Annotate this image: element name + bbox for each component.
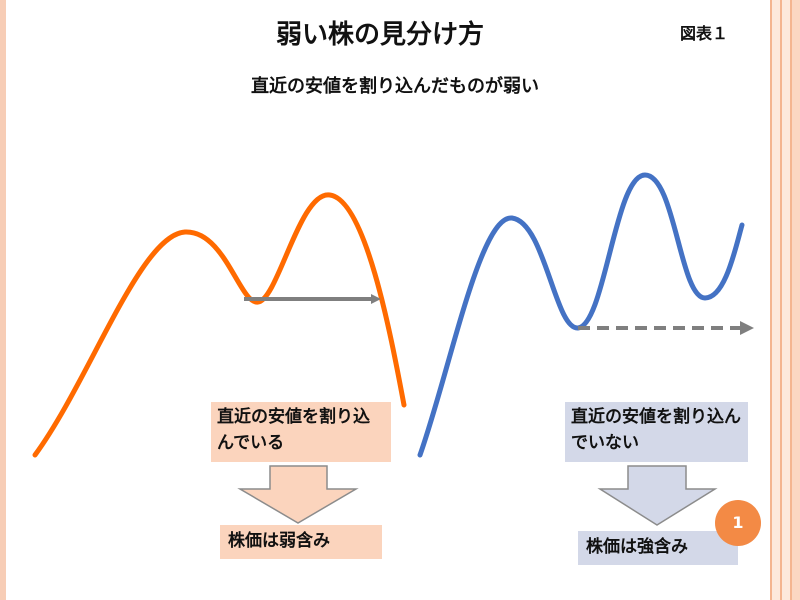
- weak-result-label: 株価は弱含み: [220, 525, 382, 559]
- strong-result-label: 株価は強含み: [578, 531, 738, 565]
- weak-down-arrow: [237, 465, 359, 524]
- strong-price-curve: [417, 172, 745, 458]
- page-number-badge: 1: [715, 500, 761, 546]
- strong-down-arrow: [597, 465, 718, 526]
- weak-price-curve: [32, 192, 407, 458]
- weak-condition-label: 直近の安値を割り込んでいる: [211, 402, 391, 462]
- right-frame-stripes: [766, 0, 800, 600]
- slide-subtitle: 直近の安値を割り込んだものが弱い: [251, 76, 539, 97]
- strong-condition-label: 直近の安値を割り込んでいない: [565, 402, 748, 462]
- slide-title: 弱い株の見分け方: [275, 20, 484, 50]
- left-frame-strip: [0, 0, 6, 600]
- strong-arrow-head: [740, 321, 754, 335]
- figure-label: 図表１: [680, 24, 729, 43]
